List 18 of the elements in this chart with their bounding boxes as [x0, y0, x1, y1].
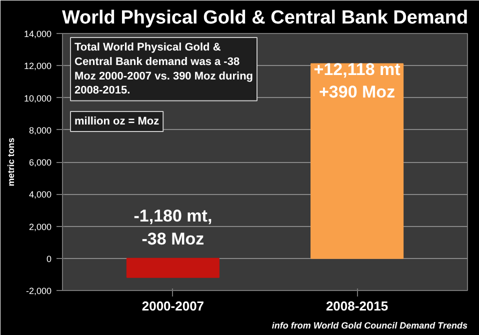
- y-tick-label: 6,000: [28, 158, 52, 168]
- y-tick-label: 14,000: [24, 29, 52, 39]
- x-tick-label: 2008-2015: [326, 298, 388, 314]
- data-label: -1,180 mt, -38 Moz: [134, 206, 212, 248]
- text: info from World Gold Council Demand Trends: [272, 320, 468, 330]
- y-tick-label: 12,000: [24, 61, 52, 72]
- y-tick-label: 2,000: [28, 222, 52, 232]
- annotation: million oz = Moz: [74, 116, 160, 128]
- data-label: +12,118 mt +390 Moz: [314, 60, 401, 102]
- x-tick-label: 2000-2007: [142, 298, 204, 314]
- y-tick-label: -2,000: [26, 286, 52, 296]
- y-axis-title: metric tons: [6, 138, 16, 186]
- annotation: Total World Physical Gold & Central Bank demand was a -38 Moz 2000-2007 vs. 390 Moz during 2008-2015.: [74, 42, 254, 97]
- y-tick-label: 10,000: [24, 93, 52, 104]
- y-tick-label: 4,000: [28, 190, 52, 200]
- y-tick-label: 8,000: [28, 125, 52, 136]
- y-tick-label: 0: [46, 254, 52, 264]
- chart-title: World Physical Gold & Central Bank Demand: [62, 8, 468, 28]
